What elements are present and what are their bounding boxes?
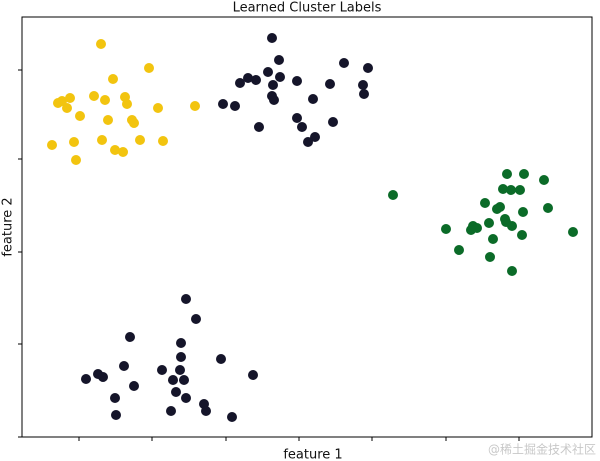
scatter-point (201, 406, 211, 416)
scatter-point (480, 198, 490, 208)
scatter-point (218, 99, 228, 109)
scatter-point (500, 214, 510, 224)
scatter-point (97, 135, 107, 145)
scatter-point (103, 115, 113, 125)
scatter-point (62, 103, 72, 113)
scatter-point (129, 118, 139, 128)
scatter-point (268, 80, 278, 90)
scatter-point (100, 95, 110, 105)
scatter-point (110, 145, 120, 155)
scatter-point (543, 203, 553, 213)
scatter-point (181, 294, 191, 304)
scatter-point (254, 122, 264, 132)
scatter-point (274, 55, 284, 65)
scatter-point (75, 111, 85, 121)
scatter-point (108, 74, 118, 84)
scatter-point (388, 190, 398, 200)
scatter-point (175, 365, 185, 375)
scatter-point (292, 76, 302, 86)
y-axis-label: feature 2 (1, 197, 16, 256)
scatter-point (227, 412, 237, 422)
scatter-point (488, 234, 498, 244)
scatter-point (492, 204, 502, 214)
plot-frame (21, 16, 593, 438)
scatter-point (176, 352, 186, 362)
scatter-point (122, 99, 132, 109)
scatter-point (125, 332, 135, 342)
scatter-point (248, 370, 258, 380)
scatter-point (216, 354, 226, 364)
scatter-point (171, 387, 181, 397)
scatter-point (176, 338, 186, 348)
scatter-point (251, 75, 261, 85)
scatter-point (267, 33, 277, 43)
watermark: @稀土掘金技术社区 (488, 442, 596, 457)
scatter-point (269, 95, 279, 105)
scatter-point (71, 155, 81, 165)
scatter-point (168, 375, 178, 385)
scatter-point (507, 266, 517, 276)
scatter-point (179, 375, 189, 385)
scatter-point (69, 137, 79, 147)
scatter-point (519, 169, 529, 179)
scatter-point (89, 91, 99, 101)
scatter-point (119, 361, 129, 371)
scatter-point (191, 314, 201, 324)
scatter-point (190, 101, 200, 111)
scatter-point (96, 39, 106, 49)
scatter-point (129, 381, 139, 391)
scatter-point (539, 175, 549, 185)
scatter-point (485, 252, 495, 262)
scatter-point (303, 137, 313, 147)
chart-title: Learned Cluster Labels (233, 1, 382, 16)
scatter-point (518, 207, 528, 217)
scatter-point (498, 184, 508, 194)
scatter-point (454, 245, 464, 255)
scatter-point (339, 58, 349, 68)
scatter-point (118, 147, 128, 157)
scatter-point (111, 410, 121, 420)
scatter-point (358, 80, 368, 90)
scatter-point (110, 393, 120, 403)
scatter-point (263, 67, 273, 77)
scatter-point (153, 103, 163, 113)
scatter-point (308, 94, 318, 104)
scatter-point (441, 224, 451, 234)
scatter-point (297, 122, 307, 132)
scatter-point (507, 221, 517, 231)
scatter-point (325, 79, 335, 89)
scatter-point (484, 218, 494, 228)
scatter-point (466, 225, 476, 235)
scatter-point (144, 63, 154, 73)
scatter-point (158, 136, 168, 146)
scatter-point (47, 140, 57, 150)
scatter-point (310, 132, 320, 142)
scatter-point (243, 73, 253, 83)
scatter-point (292, 113, 302, 123)
scatter-point (517, 230, 527, 240)
scatter-point (359, 89, 369, 99)
scatter-point (53, 98, 63, 108)
scatter-point (181, 393, 191, 403)
scatter-point (363, 63, 373, 73)
scatter-point (230, 101, 240, 111)
scatter-point (235, 78, 245, 88)
scatter-point (515, 185, 525, 195)
scatter-point (65, 93, 75, 103)
scatter-point (157, 365, 167, 375)
scatter-point (506, 185, 516, 195)
scatter-point (81, 374, 91, 384)
x-axis-label: feature 1 (283, 448, 342, 461)
scatter-point (568, 227, 578, 237)
scatter-point (502, 169, 512, 179)
scatter-point (166, 406, 176, 416)
scatter-point (135, 135, 145, 145)
scatter-point (275, 72, 285, 82)
scatter-point (98, 372, 108, 382)
scatter-point (328, 117, 338, 127)
